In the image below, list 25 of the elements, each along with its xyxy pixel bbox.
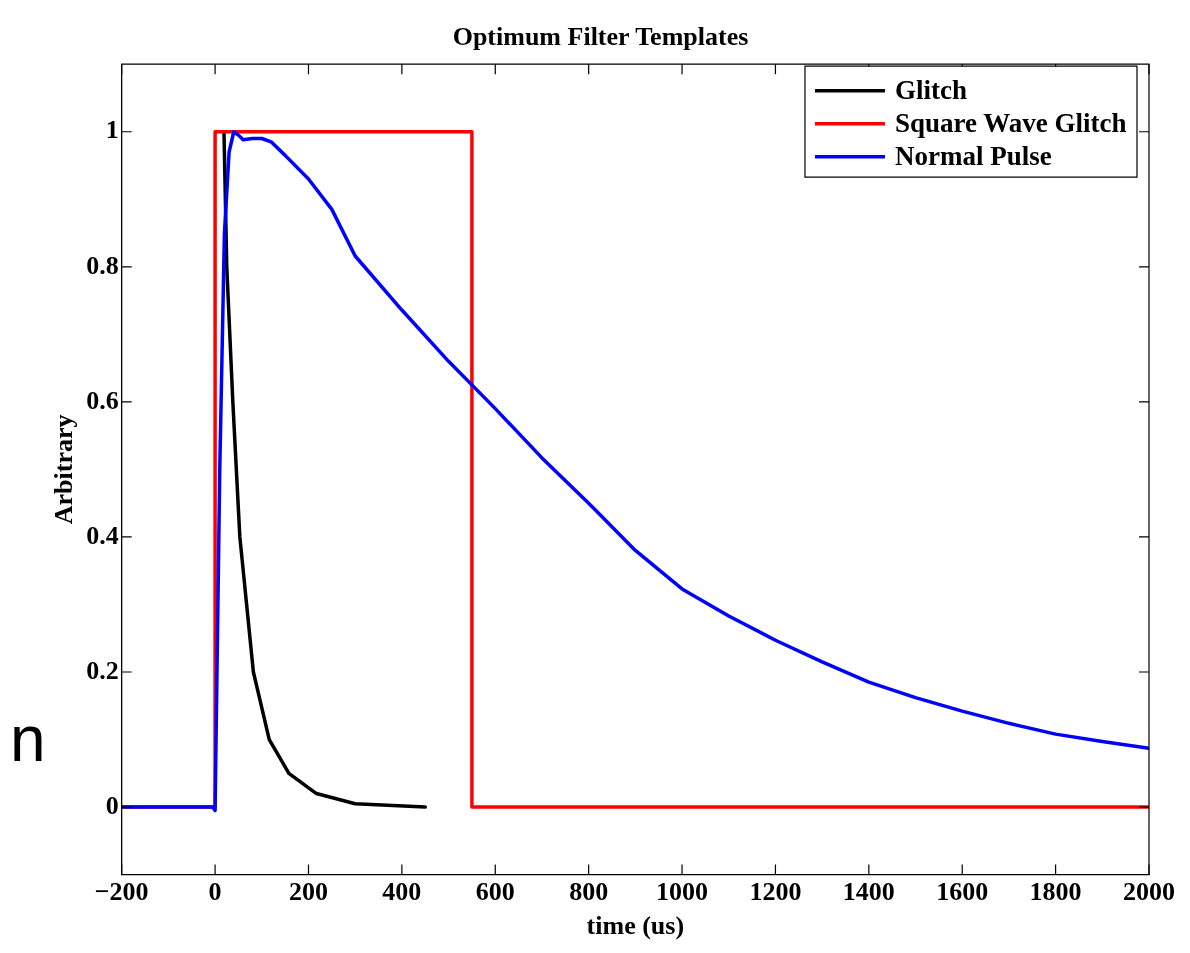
x-tick-label: 400: [382, 876, 422, 906]
y-tick-label: 0.2: [86, 655, 119, 685]
chart-title: Optimum Filter Templates: [452, 22, 749, 52]
y-tick-label: 0: [105, 790, 119, 820]
y-tick-label: 0.6: [86, 385, 119, 415]
x-tick-label: 600: [475, 876, 515, 906]
y-tick-label: 1: [105, 115, 119, 145]
x-tick-label: 1800: [1029, 876, 1082, 906]
x-tick-label: 1400: [842, 876, 895, 906]
x-tick-label: 1000: [656, 876, 709, 906]
legend-label: Glitch: [894, 74, 967, 105]
x-axis-title: time (us): [586, 911, 685, 941]
x-tick-label: 800: [569, 876, 609, 906]
x-tick-label: 1600: [936, 876, 989, 906]
y-tick-label: 0.8: [86, 250, 119, 280]
y-tick-label: 0.4: [86, 520, 119, 550]
legend-label: Normal Pulse: [894, 140, 1052, 171]
x-tick-label: 1200: [749, 876, 802, 906]
text: n: [10, 703, 46, 776]
x-tick-label: 200: [288, 876, 328, 906]
legend-label: Square Wave Glitch: [894, 107, 1127, 138]
y-axis-title: Arbitrary: [49, 414, 79, 525]
x-tick-label: 2000: [1123, 876, 1175, 906]
x-tick-label: 0: [208, 876, 222, 906]
x-tick-label: −200: [94, 876, 149, 906]
